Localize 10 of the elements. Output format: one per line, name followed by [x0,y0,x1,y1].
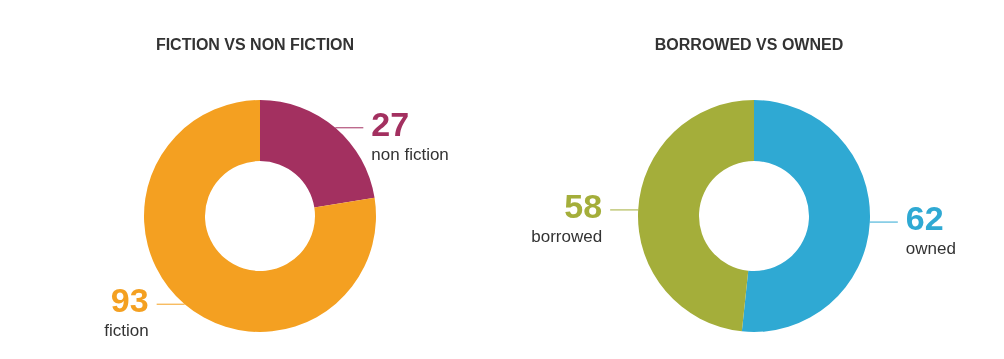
chart-title: FICTION VS NON FICTION [154,36,356,54]
slice-label: non fiction [371,144,449,164]
chart-title: BORROWED VS OWNED [653,36,845,54]
data-label: 62 [905,199,944,238]
slice-label: borrowed [531,226,603,246]
data-label: 93 [110,281,149,320]
data-label: 58 [564,186,603,225]
slice-label: owned [905,239,956,259]
slice-label: fiction [104,321,149,341]
data-label: 27 [371,104,410,143]
